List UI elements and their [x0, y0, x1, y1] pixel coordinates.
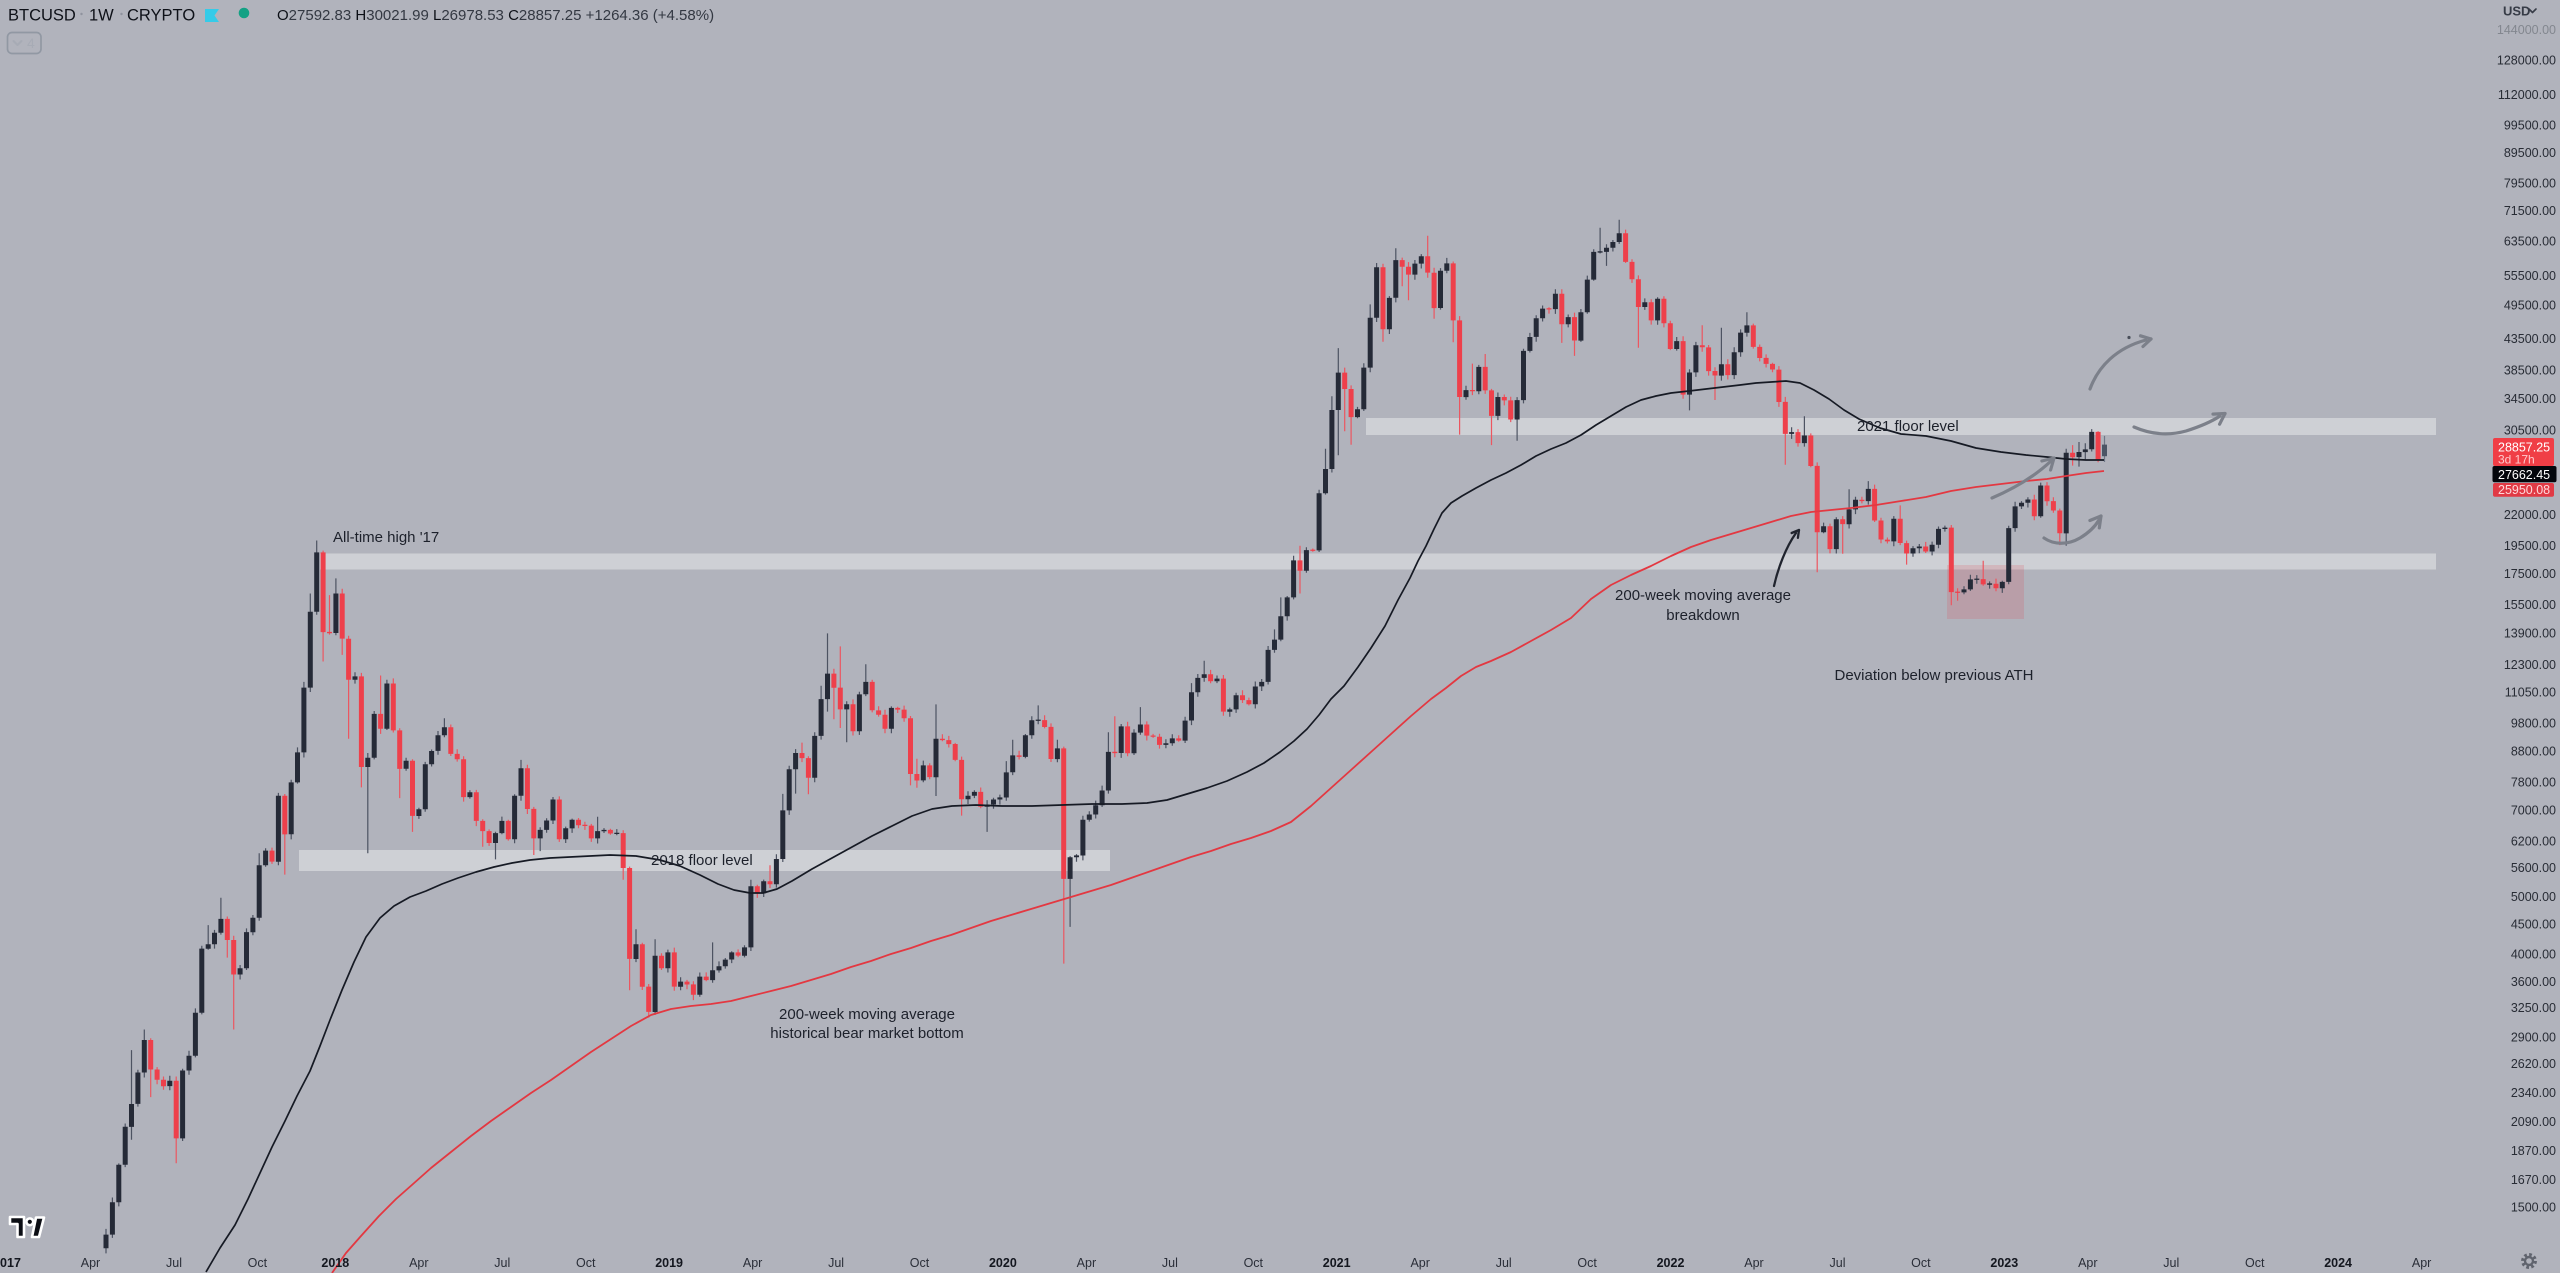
- svg-text:4: 4: [27, 35, 35, 51]
- svg-text:breakdown: breakdown: [1666, 607, 1739, 624]
- svg-text:5600.00: 5600.00: [2511, 861, 2556, 875]
- svg-text:49500.00: 49500.00: [2504, 299, 2556, 313]
- svg-text:All-time high '17: All-time high '17: [333, 529, 439, 546]
- svg-text:2024: 2024: [2324, 1256, 2352, 1270]
- svg-text:1500.00: 1500.00: [2511, 1201, 2556, 1215]
- svg-text:3250.00: 3250.00: [2511, 1001, 2556, 1015]
- svg-text:2023: 2023: [1990, 1256, 2018, 1270]
- svg-text:Deviation below previous ATH: Deviation below previous ATH: [1835, 667, 2034, 684]
- svg-text:1W: 1W: [89, 7, 114, 25]
- svg-text:11050.00: 11050.00: [2505, 686, 2556, 700]
- svg-text:historical bear market bottom: historical bear market bottom: [770, 1025, 963, 1042]
- svg-text:71500.00: 71500.00: [2504, 204, 2556, 218]
- svg-text:4000.00: 4000.00: [2511, 948, 2556, 962]
- svg-text:Jul: Jul: [1162, 1256, 1178, 1270]
- svg-text:79500.00: 79500.00: [2504, 177, 2556, 191]
- svg-text:Apr: Apr: [1744, 1256, 1763, 1270]
- svg-text:200-week moving average: 200-week moving average: [1615, 587, 1791, 604]
- svg-text:BTCUSD: BTCUSD: [8, 7, 76, 25]
- svg-text:3600.00: 3600.00: [2511, 975, 2556, 989]
- svg-text:Jul: Jul: [494, 1256, 510, 1270]
- svg-text:2020: 2020: [989, 1256, 1017, 1270]
- svg-text:Oct: Oct: [248, 1256, 268, 1270]
- svg-text:Jul: Jul: [828, 1256, 844, 1270]
- svg-text:27662.45: 27662.45: [2498, 468, 2550, 482]
- svg-text:63500.00: 63500.00: [2504, 235, 2556, 249]
- svg-text:112000.00: 112000.00: [2498, 88, 2556, 102]
- svg-text:2090.00: 2090.00: [2511, 1115, 2556, 1129]
- svg-text:200-week moving average: 200-week moving average: [779, 1006, 955, 1023]
- svg-text:Apr: Apr: [743, 1256, 762, 1270]
- svg-text:17500.00: 17500.00: [2504, 567, 2556, 581]
- svg-text:Oct: Oct: [1244, 1256, 1264, 1270]
- svg-text:3d 17h: 3d 17h: [2498, 453, 2535, 467]
- svg-text:2620.00: 2620.00: [2511, 1057, 2556, 1071]
- svg-text:2021: 2021: [1323, 1256, 1351, 1270]
- svg-text:Apr: Apr: [2412, 1256, 2431, 1270]
- svg-text:22000.00: 22000.00: [2504, 508, 2556, 522]
- svg-text:Oct: Oct: [1577, 1256, 1597, 1270]
- svg-text:2022: 2022: [1657, 1256, 1685, 1270]
- svg-text:34500.00: 34500.00: [2504, 392, 2556, 406]
- svg-text:2018 floor level: 2018 floor level: [651, 852, 753, 869]
- svg-text:28857.25: 28857.25: [2498, 441, 2550, 455]
- svg-text:O27592.83 H30021.99 L26978.53: O27592.83 H30021.99 L26978.53 C28857.25 …: [277, 7, 714, 24]
- svg-text:2340.00: 2340.00: [2511, 1086, 2556, 1100]
- svg-text:89500.00: 89500.00: [2504, 146, 2556, 160]
- svg-text:Jul: Jul: [1496, 1256, 1512, 1270]
- svg-text:5000.00: 5000.00: [2511, 890, 2556, 904]
- svg-text:Oct: Oct: [2245, 1256, 2265, 1270]
- svg-text:Jul: Jul: [1830, 1256, 1846, 1270]
- svg-text:Apr: Apr: [2078, 1256, 2097, 1270]
- svg-text:144000.00: 144000.00: [2497, 23, 2556, 37]
- svg-text:1670.00: 1670.00: [2511, 1173, 2556, 1187]
- svg-text:1870.00: 1870.00: [2511, 1144, 2556, 1158]
- svg-text:9800.00: 9800.00: [2511, 717, 2556, 731]
- svg-text:2900.00: 2900.00: [2511, 1031, 2556, 1045]
- svg-text:128000.00: 128000.00: [2497, 54, 2556, 68]
- svg-text:25950.08: 25950.08: [2498, 483, 2550, 497]
- svg-text:USD: USD: [2503, 4, 2530, 19]
- svg-text:Oct: Oct: [576, 1256, 596, 1270]
- svg-text:Jul: Jul: [166, 1256, 182, 1270]
- svg-text:30500.00: 30500.00: [2504, 424, 2556, 438]
- svg-text:7800.00: 7800.00: [2511, 775, 2556, 789]
- svg-text:Apr: Apr: [81, 1256, 100, 1270]
- svg-text:38500.00: 38500.00: [2504, 364, 2556, 378]
- svg-text:6200.00: 6200.00: [2511, 835, 2556, 849]
- svg-text:15500.00: 15500.00: [2504, 598, 2556, 612]
- svg-text:99500.00: 99500.00: [2504, 119, 2556, 133]
- svg-text:7000.00: 7000.00: [2511, 803, 2556, 817]
- svg-text:Jul: Jul: [2163, 1256, 2179, 1270]
- svg-text:Apr: Apr: [1410, 1256, 1429, 1270]
- svg-text:8800.00: 8800.00: [2511, 744, 2556, 758]
- svg-text:Apr: Apr: [1077, 1256, 1096, 1270]
- svg-text:43500.00: 43500.00: [2504, 332, 2556, 346]
- svg-text:13900.00: 13900.00: [2504, 626, 2556, 640]
- svg-text:2021 floor level: 2021 floor level: [1857, 418, 1959, 435]
- svg-text:4500.00: 4500.00: [2511, 917, 2556, 931]
- svg-text:12300.00: 12300.00: [2504, 658, 2556, 672]
- svg-text:2017: 2017: [0, 1256, 21, 1270]
- svg-text:19500.00: 19500.00: [2504, 539, 2556, 553]
- svg-text:2018: 2018: [321, 1256, 349, 1270]
- svg-text:55500.00: 55500.00: [2504, 269, 2556, 283]
- svg-text:CRYPTO: CRYPTO: [127, 7, 195, 25]
- svg-text:Oct: Oct: [910, 1256, 930, 1270]
- svg-text:Oct: Oct: [1911, 1256, 1931, 1270]
- svg-text:Apr: Apr: [409, 1256, 428, 1270]
- svg-text:2019: 2019: [655, 1256, 683, 1270]
